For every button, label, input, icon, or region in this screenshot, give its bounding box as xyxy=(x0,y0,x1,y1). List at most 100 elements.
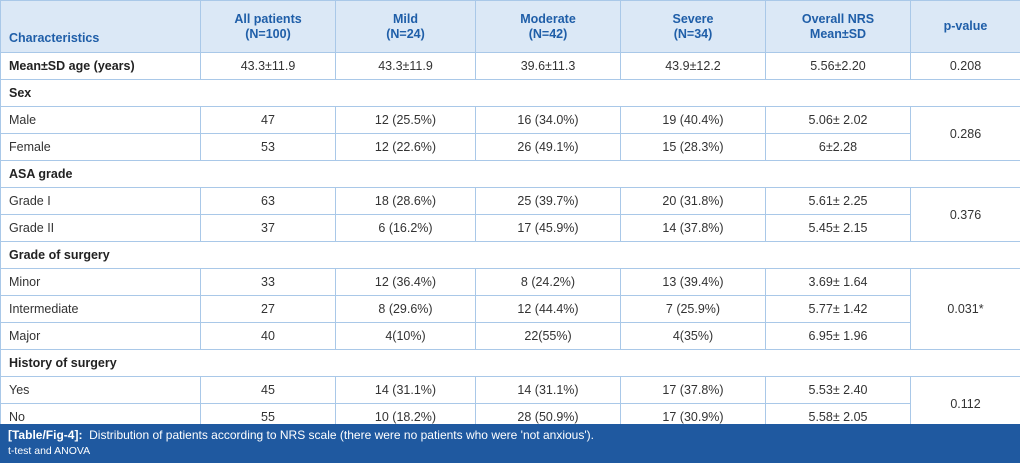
row-label: Intermediate xyxy=(0,295,201,323)
cell: 5.56±2.20 xyxy=(765,52,911,80)
table-header: Characteristics All patients (N=100) Mild (N… xyxy=(0,0,1020,53)
data-row: Minor 33 12 (36.4%) 8 (24.2%) 13 (39.4%) 3.69… xyxy=(0,268,1020,350)
header-text: All patients xyxy=(234,11,302,26)
cell: 20 (31.8%) xyxy=(620,187,766,215)
cell: 19 (40.4%) xyxy=(620,106,766,134)
section-title: Sex xyxy=(0,79,1020,107)
cell: 25 (39.7%) xyxy=(475,187,621,215)
cell: 26 (49.1%) xyxy=(475,133,621,161)
row-label: Grade I xyxy=(0,187,201,215)
cell: 47 xyxy=(200,106,336,134)
cell: 15 (28.3%) xyxy=(620,133,766,161)
data-row: Male 47 12 (25.5%) 16 (34.0%) 19 (40.4%) 5.06… xyxy=(0,106,1020,161)
cell: 43.9±12.2 xyxy=(620,52,766,80)
cell: 17 (45.9%) xyxy=(475,214,621,242)
cell: 3.69± 1.64 xyxy=(765,268,911,296)
data-row: Grade II 37 6 (16.2%) 17 (45.9%) 14 (37.8%) 5… xyxy=(0,214,1020,242)
header-cell: Mild (N=24) xyxy=(335,0,476,53)
section-title: History of surgery xyxy=(0,349,1020,377)
data-table: Characteristics All patients (N=100) Mild (N… xyxy=(0,0,1020,431)
header-text: Characteristics xyxy=(9,31,100,45)
header-cell: Severe (N=34) xyxy=(620,0,766,53)
cell: 43.3±11.9 xyxy=(200,52,336,80)
data-row: Grade I 63 18 (28.6%) 25 (39.7%) 20 (31.8%) 5… xyxy=(0,187,1020,242)
table-body: Mean±SD age (years) 43.3±11.9 43.3±11.9 39.… xyxy=(0,52,1020,431)
cell: 13 (39.4%) xyxy=(620,268,766,296)
cell: 12 (44.4%) xyxy=(475,295,621,323)
section-row: History of surgery xyxy=(0,349,1020,377)
cell: 5.61± 2.25 xyxy=(765,187,911,215)
header-text: p-value xyxy=(943,19,988,33)
cell: 22(55%) xyxy=(475,322,621,350)
cell: 5.45± 2.15 xyxy=(765,214,911,242)
cell: 12 (36.4%) xyxy=(335,268,476,296)
section-title: ASA grade xyxy=(0,160,1020,188)
p-value: 0.376 xyxy=(910,187,1020,242)
header-text: (N=34) xyxy=(673,26,713,41)
p-value: 0.286 xyxy=(910,106,1020,161)
header-text: Overall NRS xyxy=(801,11,875,26)
cell: 5.77± 1.42 xyxy=(765,295,911,323)
data-row: Intermediate 27 8 (29.6%) 12 (44.4%) 7 (25.9… xyxy=(0,295,1020,323)
section-row: Sex xyxy=(0,79,1020,107)
cell: 7 (25.9%) xyxy=(620,295,766,323)
data-row: Major 40 4(10%) 22(55%) 4(35%) 6.95± 1.96 xyxy=(0,322,1020,350)
cell: 39.6±11.3 xyxy=(475,52,621,80)
row-label: Grade II xyxy=(0,214,201,242)
row-label: Yes xyxy=(0,376,201,404)
cell: 5.53± 2.40 xyxy=(765,376,911,404)
section-row: ASA grade xyxy=(0,160,1020,188)
cell: 40 xyxy=(200,322,336,350)
caption-text: Distribution of patients according to NR… xyxy=(89,428,594,442)
caption-label: [Table/Fig-4]: xyxy=(8,428,83,442)
header-cell: Moderate (N=42) xyxy=(475,0,621,53)
data-row: Female 53 12 (22.6%) 26 (49.1%) 15 (28.3%) 6±… xyxy=(0,133,1020,161)
cell: 12 (22.6%) xyxy=(335,133,476,161)
header-text: Mild xyxy=(393,11,418,26)
cell: 17 (37.8%) xyxy=(620,376,766,404)
cell: 27 xyxy=(200,295,336,323)
data-row: Yes 45 14 (31.1%) 14 (31.1%) 17 (37.8%) 5.53±… xyxy=(0,376,1020,431)
row-label: Male xyxy=(0,106,201,134)
header-cell: Characteristics xyxy=(0,0,201,53)
cell: 8 (29.6%) xyxy=(335,295,476,323)
p-value: 0.208 xyxy=(910,52,1020,80)
row-label: Minor xyxy=(0,268,201,296)
cell: 6±2.28 xyxy=(765,133,911,161)
row-label: Major xyxy=(0,322,201,350)
header-text: (N=24) xyxy=(386,26,425,41)
caption: [Table/Fig-4]: Distribution of patients … xyxy=(0,424,1020,463)
cell: 43.3±11.9 xyxy=(335,52,476,80)
cell: 18 (28.6%) xyxy=(335,187,476,215)
row-label: Female xyxy=(0,133,201,161)
row-label: Mean±SD age (years) xyxy=(0,52,201,80)
caption-note: t-test and ANOVA xyxy=(8,445,91,457)
caption-line: [Table/Fig-4]: Distribution of patients … xyxy=(8,428,1012,442)
age-row: Mean±SD age (years) 43.3±11.9 43.3±11.9 39.… xyxy=(0,52,1020,80)
header-text: (N=42) xyxy=(528,26,568,41)
cell: 6.95± 1.96 xyxy=(765,322,911,350)
header-text: Moderate xyxy=(520,11,576,26)
section-row: Grade of surgery xyxy=(0,241,1020,269)
cell: 53 xyxy=(200,133,336,161)
header-cell: p-value xyxy=(910,0,1020,53)
p-value: 0.031* xyxy=(910,268,1020,350)
p-value: 0.112 xyxy=(910,376,1020,431)
cell: 5.06± 2.02 xyxy=(765,106,911,134)
header-text: Severe xyxy=(672,11,714,26)
cell: 14 (31.1%) xyxy=(475,376,621,404)
cell: 8 (24.2%) xyxy=(475,268,621,296)
cell: 37 xyxy=(200,214,336,242)
header-cell: Overall NRS Mean±SD xyxy=(765,0,911,53)
cell: 16 (34.0%) xyxy=(475,106,621,134)
header-text: Mean±SD xyxy=(809,26,867,41)
cell: 6 (16.2%) xyxy=(335,214,476,242)
cell: 4(10%) xyxy=(335,322,476,350)
cell: 12 (25.5%) xyxy=(335,106,476,134)
header-cell: All patients (N=100) xyxy=(200,0,336,53)
cell: 14 (31.1%) xyxy=(335,376,476,404)
cell: 14 (37.8%) xyxy=(620,214,766,242)
section-title: Grade of surgery xyxy=(0,241,1020,269)
cell: 4(35%) xyxy=(620,322,766,350)
